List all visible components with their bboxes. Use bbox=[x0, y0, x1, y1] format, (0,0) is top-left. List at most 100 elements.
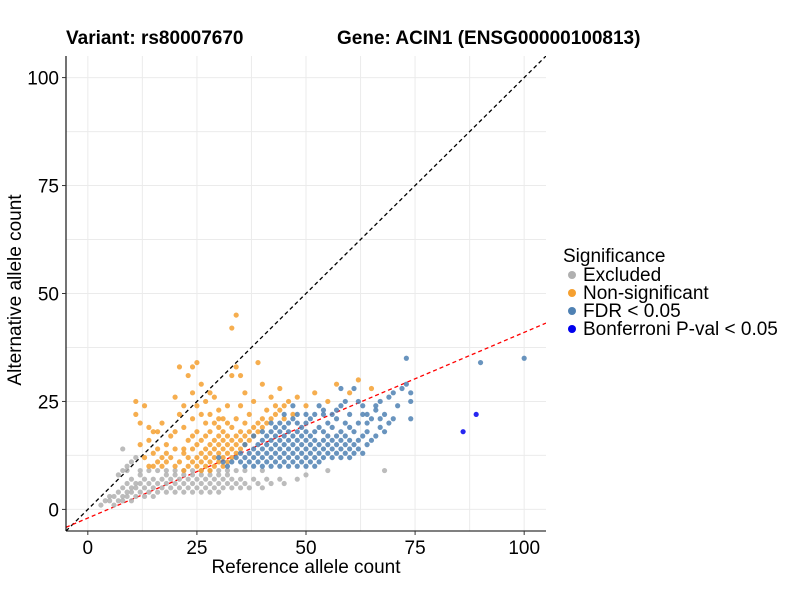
data-point bbox=[203, 485, 209, 491]
data-point bbox=[207, 467, 213, 474]
data-point bbox=[168, 476, 174, 482]
data-point bbox=[172, 480, 178, 487]
data-point bbox=[133, 398, 139, 405]
data-point bbox=[338, 446, 344, 452]
data-point bbox=[229, 446, 235, 452]
chart-title-gene: Gene: ACIN1 (ENSG00000100813) bbox=[337, 28, 640, 49]
data-point bbox=[259, 429, 265, 435]
data-point bbox=[224, 472, 231, 478]
data-point bbox=[255, 429, 261, 435]
data-point bbox=[303, 420, 309, 426]
x-tick-label: 0 bbox=[83, 538, 94, 559]
data-point bbox=[316, 403, 322, 409]
data-point bbox=[216, 472, 222, 478]
data-point bbox=[133, 485, 139, 491]
data-point bbox=[294, 429, 300, 435]
data-point bbox=[294, 463, 300, 469]
data-point bbox=[124, 463, 130, 469]
data-point bbox=[137, 420, 143, 426]
data-point bbox=[242, 433, 248, 439]
data-point bbox=[316, 459, 322, 465]
data-point bbox=[237, 429, 244, 435]
x-tick-label: 25 bbox=[186, 538, 207, 559]
data-point bbox=[320, 446, 327, 452]
data-point bbox=[176, 476, 183, 482]
x-axis-label: Reference allele count bbox=[211, 557, 401, 578]
data-point bbox=[146, 489, 152, 495]
data-points bbox=[98, 312, 527, 508]
data-point bbox=[477, 359, 484, 366]
data-point bbox=[220, 446, 226, 452]
data-point bbox=[355, 377, 361, 383]
x-tick-label: 100 bbox=[508, 538, 540, 559]
data-point bbox=[163, 472, 169, 478]
data-point bbox=[264, 433, 270, 439]
legend-key bbox=[568, 325, 576, 333]
data-point bbox=[290, 403, 296, 409]
data-point bbox=[307, 433, 313, 439]
data-point bbox=[272, 424, 279, 430]
data-point bbox=[203, 420, 209, 426]
data-point bbox=[251, 433, 257, 439]
data-point bbox=[303, 446, 309, 452]
data-point bbox=[168, 433, 174, 439]
data-point bbox=[216, 450, 222, 456]
data-point bbox=[216, 442, 222, 448]
data-point bbox=[281, 480, 287, 487]
data-point bbox=[259, 467, 265, 474]
data-point bbox=[329, 437, 335, 443]
data-point bbox=[364, 411, 370, 418]
data-point bbox=[255, 480, 261, 487]
data-point bbox=[150, 450, 156, 456]
data-point bbox=[312, 463, 318, 469]
data-point bbox=[355, 420, 361, 426]
data-point bbox=[347, 446, 353, 452]
data-point bbox=[237, 446, 244, 452]
data-point bbox=[216, 433, 222, 439]
data-point bbox=[299, 459, 305, 465]
data-point bbox=[185, 463, 191, 469]
data-point bbox=[303, 463, 309, 469]
data-point bbox=[355, 446, 361, 452]
data-point bbox=[290, 450, 296, 456]
data-point bbox=[198, 467, 204, 474]
data-point bbox=[264, 476, 270, 482]
data-point bbox=[120, 446, 126, 452]
data-point bbox=[137, 442, 143, 448]
data-point bbox=[194, 359, 200, 366]
data-point bbox=[224, 442, 231, 448]
data-point bbox=[347, 411, 353, 418]
data-point bbox=[141, 454, 148, 461]
data-point bbox=[194, 485, 200, 491]
data-point bbox=[251, 463, 257, 469]
data-point bbox=[251, 476, 257, 482]
data-point bbox=[390, 416, 396, 422]
data-point bbox=[172, 394, 178, 400]
data-point bbox=[259, 416, 265, 422]
data-point bbox=[194, 442, 200, 448]
data-point bbox=[207, 429, 213, 435]
data-point bbox=[312, 454, 318, 461]
data-point bbox=[211, 485, 217, 491]
data-point bbox=[220, 454, 226, 461]
data-point bbox=[216, 459, 222, 465]
y-tick-label: 75 bbox=[38, 177, 59, 198]
data-point bbox=[281, 433, 287, 439]
data-point bbox=[242, 467, 248, 474]
data-point bbox=[220, 429, 226, 435]
data-point bbox=[251, 424, 257, 430]
data-point bbox=[107, 493, 113, 500]
data-point bbox=[237, 450, 244, 456]
data-point bbox=[381, 411, 388, 418]
data-point bbox=[163, 450, 169, 456]
data-point bbox=[207, 489, 213, 495]
data-point bbox=[303, 437, 309, 443]
data-point bbox=[373, 407, 379, 413]
data-point bbox=[150, 493, 156, 500]
data-point bbox=[299, 433, 305, 439]
data-point bbox=[198, 459, 204, 465]
data-point bbox=[325, 420, 331, 426]
data-point bbox=[141, 403, 148, 409]
data-point bbox=[207, 472, 213, 478]
